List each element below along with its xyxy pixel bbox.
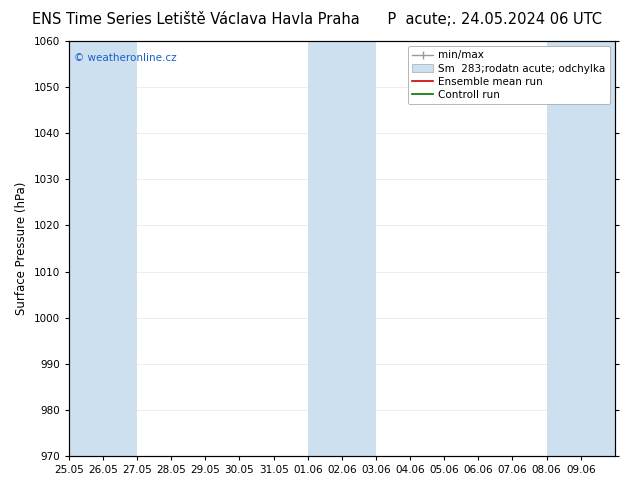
Text: ENS Time Series Letiště Václava Havla Praha      P  acute;. 24.05.2024 06 UTC: ENS Time Series Letiště Václava Havla Pr… [32, 12, 602, 27]
Bar [69, 41, 137, 456]
Bar [307, 41, 376, 456]
Y-axis label: Surface Pressure (hPa): Surface Pressure (hPa) [15, 182, 28, 315]
Bar [547, 41, 615, 456]
Legend: min/max, Sm  283;rodatn acute; odchylka, Ensemble mean run, Controll run: min/max, Sm 283;rodatn acute; odchylka, … [408, 46, 610, 104]
Text: © weatheronline.cz: © weatheronline.cz [74, 53, 177, 64]
